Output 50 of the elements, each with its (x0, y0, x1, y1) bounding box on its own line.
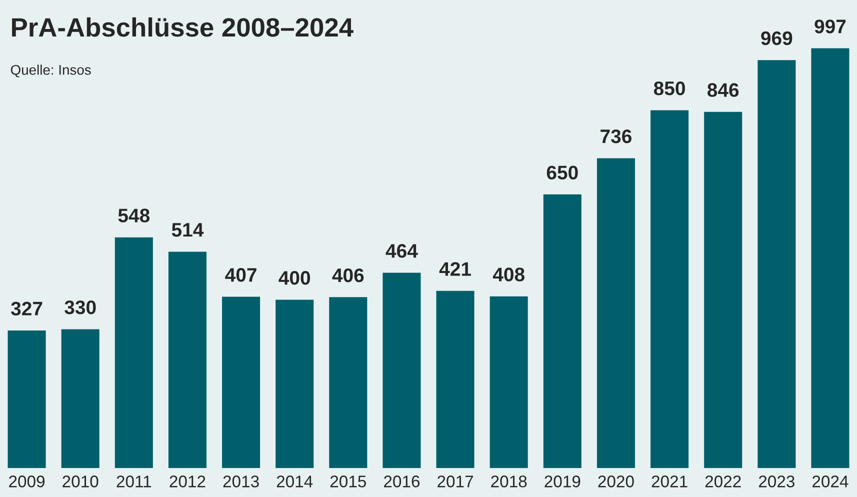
x-tick-label: 2019 (544, 476, 580, 488)
bar (382, 272, 421, 468)
data-label: 969 (761, 31, 792, 46)
x-tick-label: 2015 (330, 476, 366, 488)
bar (758, 60, 796, 468)
bar (436, 290, 474, 468)
x-tick-label: 2013 (223, 476, 259, 488)
bar (222, 296, 260, 468)
data-label: 736 (600, 129, 632, 144)
data-label: 408 (492, 268, 524, 282)
data-label: 400 (278, 270, 310, 285)
data-label: 548 (118, 208, 150, 222)
bar (114, 237, 153, 468)
x-tick-label: 2009 (9, 476, 45, 488)
x-tick-label: 2010 (62, 476, 98, 488)
x-tick-label: 2020 (598, 476, 634, 488)
x-tick-label: 2017 (438, 476, 473, 488)
x-tick-label: 2014 (276, 476, 313, 488)
bar (650, 110, 689, 468)
x-tick-label: 2011 (116, 476, 152, 488)
data-label: 850 (654, 81, 685, 96)
bar (8, 330, 46, 468)
data-label: 514 (172, 223, 204, 237)
x-tick-label: 2021 (652, 476, 688, 488)
x-tick-label: 2012 (170, 476, 206, 488)
bar (704, 112, 742, 468)
data-label: 464 (386, 244, 418, 258)
bar (168, 252, 206, 468)
x-tick-label: 2022 (705, 476, 741, 488)
bar (276, 300, 314, 468)
data-label: 327 (11, 302, 42, 316)
chart-title: PrA-Abschlüsse 2008–2024 (12, 17, 354, 37)
bar (490, 296, 528, 468)
bar (596, 158, 635, 468)
data-label: 421 (439, 262, 471, 276)
x-tick-label: 2024 (812, 476, 848, 488)
data-label: 650 (546, 166, 578, 180)
data-label: 330 (64, 300, 96, 314)
x-tick-label: 2016 (384, 476, 420, 488)
data-label: 846 (707, 83, 739, 97)
x-tick-label: 2023 (758, 476, 794, 488)
x-tick-label: 2018 (491, 476, 527, 488)
data-label: 997 (814, 20, 846, 34)
bar (811, 48, 850, 468)
data-label: 406 (332, 268, 364, 282)
data-label: 407 (225, 268, 256, 282)
bar (543, 194, 582, 468)
bar (329, 297, 368, 468)
annotation: Quelle: Insos (10, 64, 91, 78)
bar (61, 329, 100, 468)
